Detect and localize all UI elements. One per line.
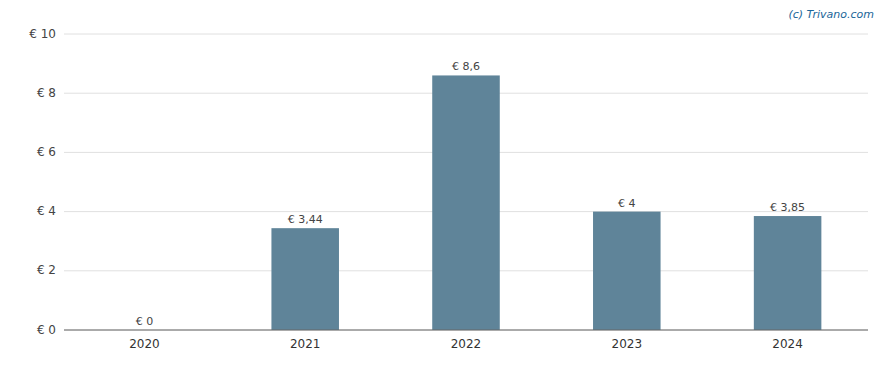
data-label: € 0 [136, 315, 154, 328]
bar [271, 228, 339, 330]
y-tick-label: € 10 [29, 27, 56, 41]
x-axis: 2020 2021 2022 2023 2024 [64, 330, 868, 351]
grid-line [64, 330, 868, 331]
chart-container: € 0 € 2 € 4 € 6 € 8 € 10 € 0 € 3,44 € 8,6 € 4 € 3,… [0, 0, 888, 370]
bar [593, 212, 661, 330]
y-tick-label: € 2 [37, 263, 56, 277]
x-tick-label: 2020 [129, 337, 160, 351]
data-label: € 3,85 [770, 201, 805, 214]
bar [754, 216, 822, 330]
x-tick-label: 2024 [772, 337, 803, 351]
data-label: € 8,6 [452, 60, 480, 73]
bar [432, 75, 500, 330]
data-labels: € 0 € 3,44 € 8,6 € 4 € 3,85 [136, 60, 805, 328]
y-tick-label: € 4 [37, 204, 56, 218]
data-label: € 4 [618, 197, 636, 210]
y-axis: € 0 € 2 € 4 € 6 € 8 € 10 [29, 27, 56, 337]
y-tick-label: € 8 [37, 86, 56, 100]
watermark: (c) Trivano.com [788, 8, 874, 21]
bars [271, 75, 821, 330]
x-axis-line [64, 330, 868, 331]
grid-line [64, 34, 868, 35]
x-tick-label: 2023 [612, 337, 643, 351]
x-tick-label: 2022 [451, 337, 482, 351]
chart-svg: € 0 € 2 € 4 € 6 € 8 € 10 € 0 € 3,44 € 8,6 € 4 € 3,… [0, 0, 888, 370]
y-tick-label: € 6 [37, 145, 56, 159]
grid [64, 34, 868, 330]
y-tick-label: € 0 [37, 323, 56, 337]
x-tick-label: 2021 [290, 337, 321, 351]
data-label: € 3,44 [288, 213, 323, 226]
